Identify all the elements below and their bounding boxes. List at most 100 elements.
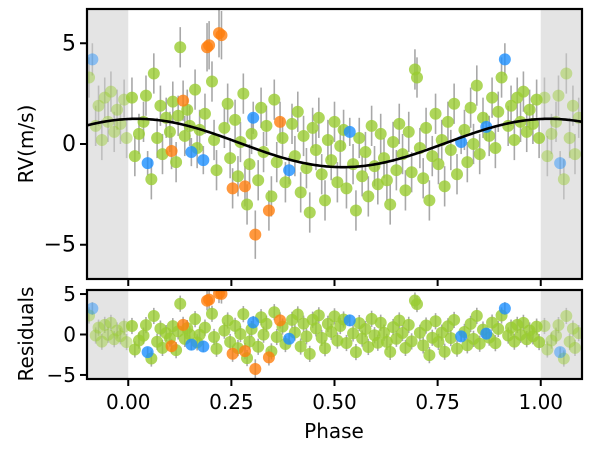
- rv-point-green-88-0: [420, 121, 433, 134]
- rv-point-green-103-0: [470, 79, 483, 92]
- residual-point-green-87-0: [417, 339, 430, 352]
- residual-point-blue-2-0: [197, 340, 210, 353]
- rv-point-green-60-0: [331, 176, 344, 189]
- residual-point-green-73-0: [374, 316, 387, 329]
- rv-point-green-112-0: [505, 99, 518, 112]
- rv-point-green-101-0: [464, 101, 477, 114]
- residual-point-orange-9-0: [262, 351, 275, 364]
- residual-point-green-98-0: [451, 342, 464, 355]
- rv-point-orange-6-0: [226, 182, 239, 195]
- rv-point-green-29-0: [229, 113, 242, 126]
- residual-point-green-76-0: [384, 345, 397, 358]
- residual-point-orange-0-0: [165, 340, 178, 353]
- residuals-x-tick-label-3: 0.75: [415, 390, 460, 414]
- residual-point-green-112-1: [92, 321, 105, 334]
- rv-point-green-114-1: [98, 91, 111, 104]
- rv-y-tick-label-0: −5: [44, 233, 76, 258]
- rv-point-blue-0-1: [554, 157, 567, 170]
- rv-point-green-4-0: [139, 89, 152, 102]
- residual-point-green-118-1: [111, 324, 124, 337]
- rv-points: [87, 27, 582, 241]
- residual-point-green-31-0: [234, 327, 247, 340]
- rv-point-green-8-0: [154, 99, 167, 112]
- rv-point-green-78-0: [390, 164, 403, 177]
- rv-point-green-116-0: [517, 85, 530, 98]
- rv-point-blue-2-0: [197, 154, 210, 167]
- residual-point-green-96-0: [444, 332, 457, 345]
- rv-point-green-16-0: [178, 129, 191, 142]
- residual-point-green-41-0: [268, 306, 281, 319]
- rv-point-green-94-0: [438, 180, 451, 193]
- rv-point-green-4-1: [552, 89, 565, 102]
- rv-point-green-117-0: [520, 125, 533, 138]
- rv-point-green-11-0: [163, 125, 176, 138]
- residual-point-green-47-0: [291, 308, 304, 321]
- residual-point-blue-1-0: [185, 338, 198, 351]
- rv-point-green-110-1: [87, 71, 96, 84]
- residual-point-green-64-0: [347, 327, 360, 340]
- residual-point-green-2-1: [545, 334, 558, 347]
- residuals-y-tick-label-0: −5: [47, 363, 76, 387]
- rv-point-green-61-0: [334, 140, 347, 153]
- residual-point-green-116-1: [104, 316, 117, 329]
- rv-point-green-58-0: [325, 154, 338, 167]
- residual-point-green-58-0: [325, 325, 338, 338]
- rv-point-green-109-0: [492, 105, 505, 118]
- rv-point-green-25-0: [210, 164, 223, 177]
- rv-point-green-89-0: [423, 194, 436, 207]
- rv-point-green-30-0: [231, 170, 244, 183]
- residual-point-orange-8-0: [249, 363, 262, 376]
- residual-point-blue-7-0: [480, 327, 493, 340]
- residual-point-green-121-1: [120, 336, 133, 349]
- residual-point-green-80-0: [396, 326, 409, 339]
- rv-point-green-45-0: [286, 117, 299, 130]
- residual-point-green-3-0: [137, 329, 150, 342]
- rv-point-green-43-0: [276, 131, 289, 144]
- rv-point-blue-3-0: [247, 111, 260, 124]
- residuals-x-ticks: 0.00 0.25 0.50 0.75 1.00: [106, 379, 563, 414]
- rv-point-green-118-1: [111, 103, 124, 116]
- rv-point-green-98-0: [451, 168, 464, 181]
- residuals-y-tick-label-2: 5: [63, 282, 76, 306]
- residual-point-green-91-0: [429, 315, 442, 328]
- residual-point-green-85-0: [411, 298, 423, 311]
- rv-point-green-52-0: [306, 121, 319, 134]
- rv-point-green-113-1: [95, 133, 108, 146]
- residual-point-green-3-1: [550, 329, 563, 342]
- rv-point-green-87-0: [417, 172, 430, 185]
- residual-point-green-83-0: [405, 335, 418, 348]
- residual-point-green-4-0: [139, 319, 152, 332]
- rv-point-green-90-0: [426, 150, 439, 163]
- residuals-shade-1: [540, 290, 582, 379]
- residual-point-green-28-0: [224, 335, 237, 348]
- rv-point-green-34-0: [243, 158, 256, 171]
- rv-point-green-33-0: [241, 198, 254, 211]
- rv-point-green-121-0: [533, 131, 546, 144]
- rv-point-green-2-0: [132, 127, 145, 140]
- residual-point-green-120-1: [118, 320, 131, 333]
- residual-point-green-48-0: [294, 340, 307, 353]
- rv-point-green-47-0: [291, 105, 304, 118]
- residual-point-green-39-0: [260, 317, 273, 330]
- rv-errorbars: [88, 9, 580, 259]
- rv-point-green-54-0: [312, 111, 325, 124]
- rv-point-green-27-0: [221, 97, 234, 110]
- residual-point-green-117-1: [108, 333, 121, 346]
- residual-point-orange-1-0: [177, 318, 190, 331]
- rv-point-green-44-0: [279, 176, 292, 189]
- rv-point-green-112-1: [92, 99, 105, 112]
- rv-point-green-39-0: [260, 119, 273, 132]
- residual-point-green-68-0: [359, 323, 372, 336]
- rv-point-orange-5-0: [215, 29, 228, 42]
- rv-point-green-83-0: [405, 166, 418, 179]
- residual-point-green-5-1: [557, 352, 570, 365]
- rv-point-green-40-0: [265, 190, 278, 203]
- residual-point-green-22-0: [198, 321, 211, 334]
- residual-point-green-89-0: [423, 349, 436, 362]
- rv-point-green-100-0: [461, 156, 474, 169]
- residual-point-green-97-0: [448, 313, 461, 326]
- residual-point-green-51-0: [303, 347, 316, 360]
- residual-point-orange-7-0: [238, 345, 251, 358]
- residual-point-green-25-0: [210, 342, 223, 355]
- residual-point-orange-3-0: [203, 293, 216, 306]
